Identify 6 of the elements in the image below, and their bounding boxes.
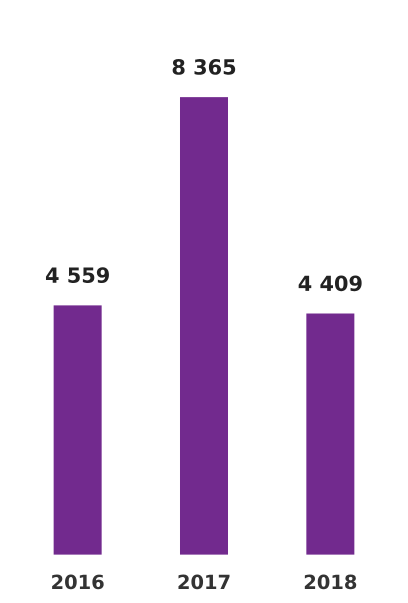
data-label: 4 559 [46, 267, 109, 284]
x-tick-label: 2018 [304, 574, 356, 590]
x-tick-label: 2016 [52, 574, 104, 590]
data-label: 4 409 [298, 275, 362, 292]
x-tick-label: 2017 [178, 574, 230, 590]
data-label: 8 365 [172, 59, 236, 75]
